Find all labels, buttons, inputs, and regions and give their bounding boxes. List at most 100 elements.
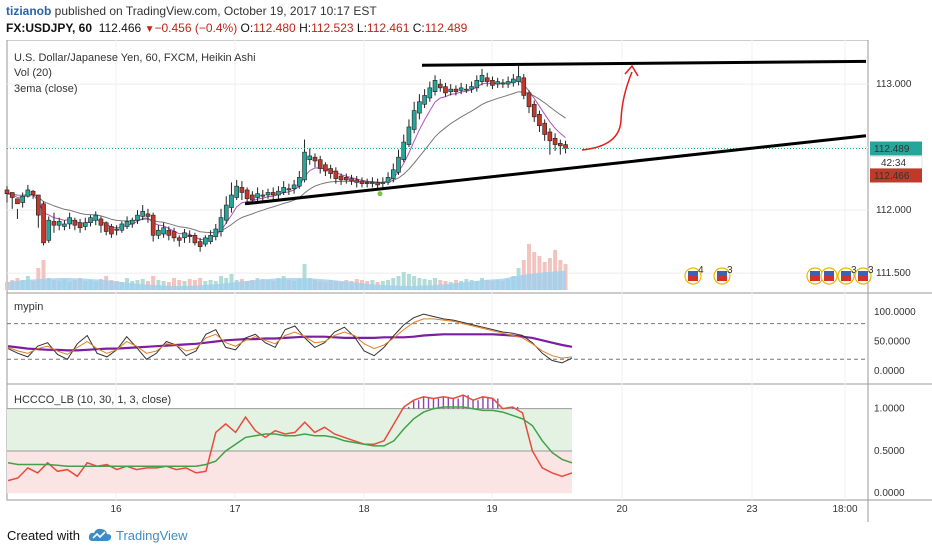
- event-flag-icon-canton: [858, 271, 868, 276]
- candle-body: [417, 101, 422, 114]
- candle-body: [432, 80, 438, 92]
- slow-ema-line: [6, 91, 566, 234]
- candles: [4, 65, 568, 252]
- mypin-tick-label: 100.0000: [874, 307, 916, 318]
- volume-bar: [532, 252, 537, 290]
- volume-bar: [401, 272, 406, 290]
- candle-body: [9, 192, 15, 198]
- mypin-tick-label: 0.0000: [874, 366, 905, 377]
- event-flag-icon-canton: [810, 271, 820, 276]
- candle-body: [370, 182, 375, 184]
- candle-body: [234, 185, 239, 198]
- event-flag-icon-canton: [717, 271, 727, 276]
- candle-body: [25, 189, 31, 197]
- candle-body: [250, 194, 255, 201]
- candle-body: [103, 222, 109, 232]
- candle-body: [437, 83, 443, 89]
- candle-body: [453, 88, 459, 92]
- price-tick-label: 112.000: [876, 205, 912, 216]
- hccco-series-line: [7, 394, 573, 482]
- publish-line: tizianob published on TradingView.com, O…: [6, 4, 377, 18]
- mypin-pane[interactable]: [7, 313, 868, 364]
- candle-body: [291, 184, 297, 189]
- candle-body: [62, 223, 67, 227]
- candle-body: [124, 221, 130, 227]
- candle-body: [51, 221, 57, 226]
- candle-body: [343, 177, 349, 181]
- forecast-arrow: [581, 71, 633, 151]
- volume-bar: [406, 274, 411, 290]
- candle-body: [187, 235, 192, 237]
- hccco-pane[interactable]: [7, 394, 573, 494]
- last-price-label-box: [870, 141, 922, 156]
- time-tick-label: 18:00: [832, 504, 857, 515]
- candle-body: [390, 169, 396, 179]
- volume-bar: [151, 276, 156, 290]
- candle-body: [411, 110, 417, 130]
- ema-indicator-title: 3ema (close): [14, 83, 78, 95]
- candle-body: [135, 214, 140, 221]
- support-trendline: [244, 134, 867, 206]
- candle-body: [406, 126, 412, 145]
- forecast-arrow-head: [624, 64, 639, 77]
- volume-bar: [172, 278, 177, 290]
- candle-body: [422, 95, 427, 105]
- candle-body: [265, 192, 271, 196]
- price-tick-label: 113.000: [876, 79, 912, 90]
- candle-body: [427, 87, 433, 99]
- event-flag-icon-canton: [824, 271, 834, 276]
- candle-body: [490, 80, 495, 86]
- signal-dot: [377, 191, 383, 197]
- candle-body: [531, 103, 537, 118]
- close-value: 112.489: [424, 21, 468, 35]
- candle-body: [166, 229, 172, 236]
- axes: 113.000112.500112.000111.500161718192023…: [110, 79, 923, 515]
- candle-body: [302, 151, 307, 181]
- candle-body: [4, 189, 10, 195]
- user-drawings[interactable]: [7, 59, 868, 206]
- candle-body: [140, 211, 146, 217]
- volume-bar: [182, 281, 187, 290]
- event-flag-icon-stripes: [810, 276, 820, 281]
- candle-body: [218, 217, 224, 232]
- candle-body: [516, 76, 521, 82]
- candle-body: [56, 221, 62, 226]
- volume-bar: [396, 276, 401, 290]
- candle-body: [500, 82, 506, 85]
- event-flag-icon-stripes: [688, 276, 698, 281]
- author-link[interactable]: tizianob: [6, 4, 52, 18]
- time-tick-label: 23: [746, 504, 758, 515]
- tradingview-brand[interactable]: TradingView: [116, 528, 188, 543]
- volume-bar: [422, 279, 427, 290]
- candle-body: [333, 170, 339, 179]
- event-count-label: 4: [698, 265, 704, 276]
- created-with-text: Created with: [7, 528, 80, 543]
- candle-body: [203, 237, 208, 245]
- low-label: L:: [356, 21, 367, 35]
- candle-body: [328, 168, 333, 174]
- price-change: −0.456 (−0.4%): [154, 21, 238, 35]
- candle-body: [109, 226, 114, 235]
- volume-bar: [553, 250, 558, 290]
- candle-body: [20, 195, 25, 203]
- mypin-series-line: [7, 318, 573, 359]
- resistance-trendline: [421, 59, 867, 67]
- event-flag-icon-stripes: [824, 276, 834, 281]
- candle-body: [15, 198, 20, 205]
- volume-bar: [161, 281, 166, 290]
- price-tick-label: 111.500: [876, 268, 911, 279]
- candle-body: [479, 74, 485, 82]
- volume-bar: [412, 276, 417, 290]
- footer: Created with TradingView: [0, 522, 932, 550]
- candle-body: [323, 164, 328, 172]
- high-value: 112.523: [311, 21, 354, 35]
- candle-body: [93, 214, 99, 221]
- candle-body: [385, 177, 391, 183]
- candle-body: [208, 235, 213, 242]
- candle-body: [67, 217, 72, 225]
- candle-body: [380, 182, 386, 184]
- candle-body: [552, 137, 558, 145]
- hccco-red-band: [7, 450, 572, 494]
